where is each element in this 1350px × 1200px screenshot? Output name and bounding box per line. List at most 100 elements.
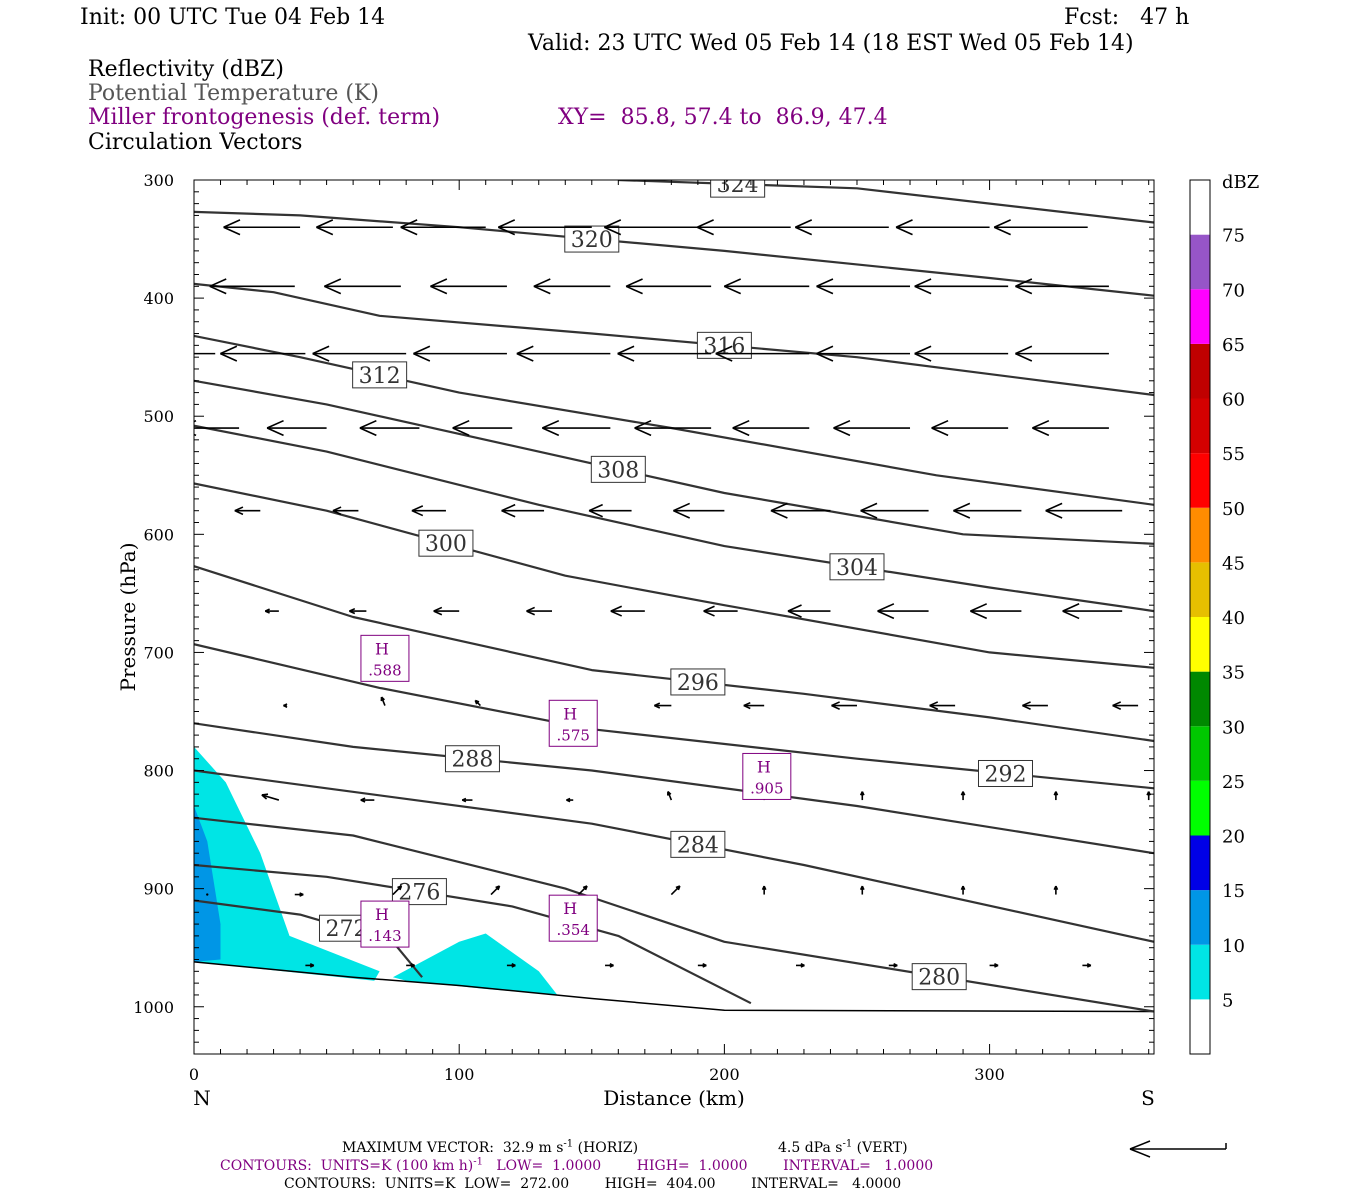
frontogenesis-max-value: .354	[557, 921, 590, 939]
circulation-vector	[888, 963, 898, 968]
theta-contour	[194, 424, 1154, 613]
theta-label-text: 284	[677, 833, 719, 858]
x-tick-label: 0	[189, 1065, 199, 1084]
theta-label-box	[977, 759, 1033, 787]
frontogenesis-max-box	[360, 900, 410, 948]
vector-head	[411, 505, 424, 512]
vector-shaft	[577, 885, 588, 896]
vector-head	[411, 509, 424, 517]
vector-head	[1015, 285, 1033, 295]
circulation-vector	[186, 964, 195, 967]
vector-head	[533, 285, 551, 295]
x-tick-label: 100	[444, 1065, 475, 1084]
y-tick-label: 800	[143, 762, 174, 781]
circulation-vector	[859, 885, 865, 895]
theta-label-text: 312	[359, 364, 401, 389]
colorbar-segment	[1190, 726, 1210, 781]
circulation-vector	[1015, 278, 1109, 295]
frontogenesis-maxima-layer: H .588 H .575 H .905 H .143 H .354	[360, 634, 792, 948]
x-tick-label: 300	[974, 1065, 1005, 1084]
theta-label-box	[829, 553, 885, 581]
circulation-vector	[324, 278, 401, 295]
vector-head	[1146, 791, 1150, 796]
y-axis-label: Pressure (hPa)	[116, 543, 140, 692]
circulation-vector	[194, 352, 216, 355]
vector-head	[349, 610, 356, 615]
circulation-vector	[960, 791, 966, 801]
y-axis-ticks: 300 400 500 600 700 800 900 1000	[133, 171, 1154, 1055]
y-tick-label: 500	[143, 407, 174, 426]
frontogenesis-max: H .575	[548, 699, 598, 747]
vector-head	[715, 352, 733, 362]
horiz-text: (HORIZ)	[577, 1140, 639, 1156]
circulation-vector	[670, 885, 681, 896]
vector-head	[283, 704, 288, 708]
vector-head	[970, 603, 988, 612]
theta-label-text: 316	[703, 334, 745, 359]
theta-contour	[194, 379, 1154, 545]
vector-head	[1112, 701, 1122, 707]
vector-head	[400, 219, 418, 228]
colorbar-border	[1189, 179, 1211, 1055]
colorbar-segment	[1190, 835, 1210, 891]
frontogenesis-max-label: H	[757, 757, 771, 776]
circulation-vector	[877, 603, 929, 620]
frontogenesis-max: H .905	[742, 752, 792, 800]
vector-head	[770, 502, 788, 512]
circulation-vector	[312, 345, 407, 362]
vector-head	[702, 963, 707, 967]
vector-head	[833, 427, 851, 437]
vector-head	[497, 226, 516, 236]
circulation-vector	[794, 219, 889, 236]
circulation-vector	[617, 345, 712, 362]
colorbar-segment	[1190, 453, 1210, 508]
circulation-vector	[220, 345, 306, 362]
circulation-vector	[413, 345, 507, 362]
colorbar-label: 5	[1222, 990, 1233, 1011]
theta-label: 316	[696, 331, 752, 359]
vector-head	[703, 610, 715, 617]
circulation-vector	[261, 793, 280, 801]
colorbar-segment	[1190, 507, 1210, 563]
vector-head	[953, 509, 971, 519]
colorbar-segment	[1190, 562, 1210, 617]
theta-label-text: 308	[597, 458, 639, 483]
frontogenesis-max-label: H	[563, 899, 577, 918]
vector-head	[452, 427, 470, 437]
circulation-vector	[433, 606, 460, 616]
x-tick-label: 200	[709, 1065, 740, 1084]
circulation-vector	[266, 419, 327, 437]
vector-head	[410, 963, 415, 967]
theta-label-text: 280	[918, 966, 960, 991]
vector-head	[234, 506, 244, 512]
theta-label-box	[670, 668, 726, 696]
colorbar-label: 70	[1222, 280, 1245, 301]
vector-head	[696, 226, 714, 236]
theta-contour	[194, 722, 1154, 855]
circulation-vector	[1053, 885, 1059, 895]
theta-contour	[194, 482, 1154, 669]
vector-head	[360, 799, 366, 803]
vector-head	[960, 885, 964, 891]
vector-head	[433, 610, 443, 616]
theta-label-text: 296	[677, 671, 719, 696]
vert-vector-text: 4.5 dPa s	[778, 1140, 843, 1156]
circulation-vector	[697, 963, 707, 968]
vector-head	[332, 509, 342, 516]
vector-head	[816, 285, 834, 295]
circulation-vector	[1015, 345, 1109, 362]
vector-head	[877, 603, 895, 612]
vector-head	[634, 419, 652, 429]
vector-head	[542, 427, 560, 437]
circulation-vector	[234, 506, 261, 516]
circulation-vector	[914, 345, 1009, 362]
colorbar: 5 10 15 20 25 30 35 40 45 50 55 60 65 70 75 dBZ	[1189, 172, 1259, 1055]
forecast-hour: Fcst: 47 h	[1064, 5, 1190, 30]
circulation-vector	[989, 963, 999, 968]
vector-head	[1015, 345, 1033, 355]
vector-head	[413, 352, 431, 362]
vector-head	[1032, 419, 1050, 429]
vector-dot	[206, 893, 209, 896]
theta-label: 324	[710, 180, 766, 198]
circulation-vector	[816, 345, 911, 362]
